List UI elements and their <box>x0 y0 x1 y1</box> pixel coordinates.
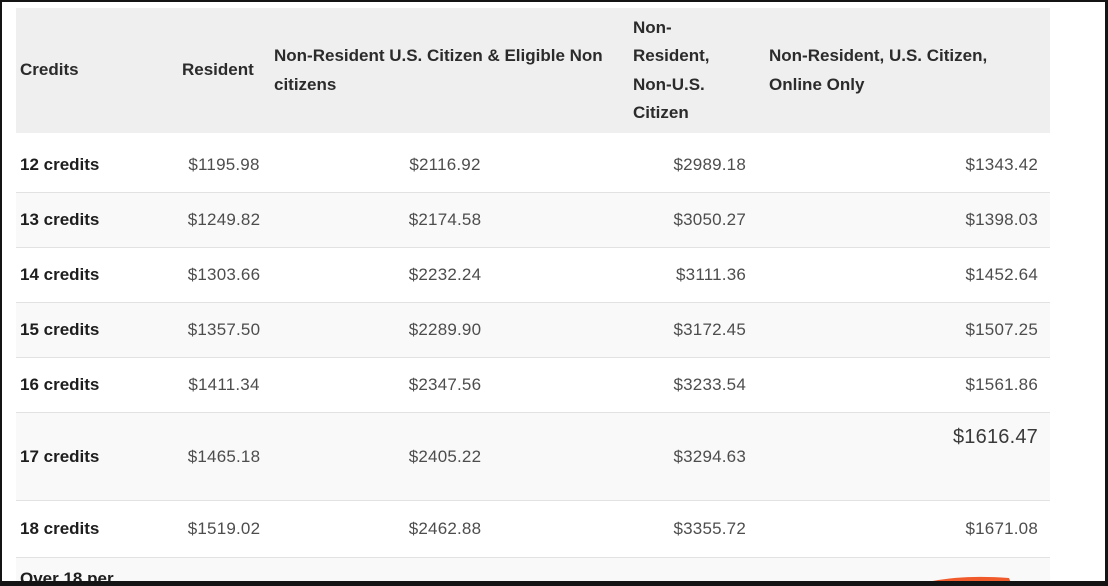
credits-label: 15 credits <box>20 320 100 340</box>
table-row: Over 18 per credit*** $98.93 $182.53 $27… <box>16 557 1050 586</box>
credits-label: 13 credits <box>20 210 100 230</box>
cell-online-only-rate: $1561.86 <box>760 357 1050 413</box>
cell-online-only-rate: $98.93 <box>760 557 1050 581</box>
column-header-label: Credits <box>20 60 79 80</box>
cell-nonresident-citizen-rate: $2462.88 <box>270 500 620 558</box>
cell-online-only-rate: $1616.47 <box>760 412 1050 501</box>
cell-online-only-rate: $1452.64 <box>760 247 1050 303</box>
column-header-label: Non-Resident, U.S. Citizen, Online Only <box>769 46 988 94</box>
cell-online-only-rate: $1671.08 <box>760 500 1050 558</box>
cell-nonresident-noncitizen-rate: $276.80 <box>620 557 760 581</box>
cell-resident-rate: $1249.82 <box>178 192 270 248</box>
cell-credits: 13 credits <box>16 192 178 248</box>
column-header-nonresident-citizen: Non-Resident U.S. Citizen & Eligible Non… <box>270 8 620 138</box>
cell-credits: Over 18 per credit*** <box>16 557 178 586</box>
cell-online-only-rate: $1398.03 <box>760 192 1050 248</box>
cell-online-only-rate: $1507.25 <box>760 302 1050 358</box>
cell-nonresident-citizen-rate: $2289.90 <box>270 302 620 358</box>
cell-resident-rate: $98.93 <box>178 557 270 581</box>
table-row: 14 credits $1303.66 $2232.24 $3111.36 $1… <box>16 247 1050 303</box>
column-header-online-only: Non-Resident, U.S. Citizen, Online Only <box>760 8 1050 138</box>
credits-label: 12 credits <box>20 155 100 175</box>
cell-credits: 14 credits <box>16 247 178 303</box>
cell-credits: 16 credits <box>16 357 178 413</box>
tuition-rates-table: Credits Resident Non-Resident U.S. Citiz… <box>16 8 1050 586</box>
column-header-label: Resident <box>182 60 254 80</box>
cell-nonresident-noncitizen-rate: $3355.72 <box>620 500 760 558</box>
table-row: 12 credits $1195.98 $2116.92 $2989.18 $1… <box>16 136 1050 193</box>
cell-nonresident-noncitizen-rate: $3294.63 <box>620 412 760 501</box>
cell-resident-rate: $1303.66 <box>178 247 270 303</box>
cell-credits: 18 credits <box>16 500 178 558</box>
credits-label: 17 credits <box>20 446 100 466</box>
credits-label: 18 credits <box>20 519 100 539</box>
cell-nonresident-noncitizen-rate: $3050.27 <box>620 192 760 248</box>
cell-nonresident-noncitizen-rate: $2989.18 <box>673 155 746 174</box>
column-header-label: Non-Resident, Non-U.S. Citizen <box>633 18 710 122</box>
cell-credits: 17 credits <box>16 412 178 501</box>
table-row: 13 credits $1249.82 $2174.58 $3050.27 $1… <box>16 192 1050 248</box>
column-header-resident: Resident <box>178 8 270 138</box>
cell-nonresident-citizen-rate: $2232.24 <box>270 247 620 303</box>
table-row: 15 credits $1357.50 $2289.90 $3172.45 $1… <box>16 302 1050 358</box>
cell-nonresident-citizen-rate: $2116.92 <box>409 155 481 174</box>
cell-credits: 15 credits <box>16 302 178 358</box>
cell-nonresident-noncitizen-rate: $3111.36 <box>620 247 760 303</box>
page-content: Credits Resident Non-Resident U.S. Citiz… <box>16 8 1050 586</box>
cell-credits: 12 credits <box>16 136 178 193</box>
column-header-nonresident-noncitizen: Non-Resident, Non-U.S. Citizen <box>620 8 760 138</box>
credits-label: 16 credits <box>20 375 100 395</box>
cell-resident-rate: $1519.02 <box>178 500 270 558</box>
credits-label: 14 credits <box>20 265 100 285</box>
cell-nonresident-citizen-rate: $2174.58 <box>270 192 620 248</box>
column-header-label: Non-Resident U.S. Citizen & Eligible Non… <box>274 46 603 94</box>
table-row: 18 credits $1519.02 $2462.88 $3355.72 $1… <box>16 500 1050 558</box>
column-header-credits: Credits <box>16 8 178 138</box>
cell-nonresident-noncitizen-rate: $3172.45 <box>620 302 760 358</box>
cell-nonresident-citizen-rate: $182.53 <box>270 557 620 581</box>
cell-nonresident-citizen-rate: $2347.56 <box>270 357 620 413</box>
table-row: 17 credits $1465.18 $2405.22 $3294.63 $1… <box>16 412 1050 501</box>
cell-nonresident-noncitizen-rate: $3233.54 <box>620 357 760 413</box>
table-header-row: Credits Resident Non-Resident U.S. Citiz… <box>16 8 1050 138</box>
cell-resident-rate: $1465.18 <box>178 412 270 501</box>
cell-resident-rate: $1195.98 <box>188 155 260 174</box>
cell-resident-rate: $1411.34 <box>178 357 270 413</box>
cell-resident-rate: $1357.50 <box>178 302 270 358</box>
table-row: 16 credits $1411.34 $2347.56 $3233.54 $1… <box>16 357 1050 413</box>
credits-label: Over 18 per credit <box>20 568 114 586</box>
orange-arrow-annotation <box>932 576 1011 581</box>
cell-online-only-rate: $1343.42 <box>965 155 1038 174</box>
cell-nonresident-citizen-rate: $2405.22 <box>270 412 620 501</box>
